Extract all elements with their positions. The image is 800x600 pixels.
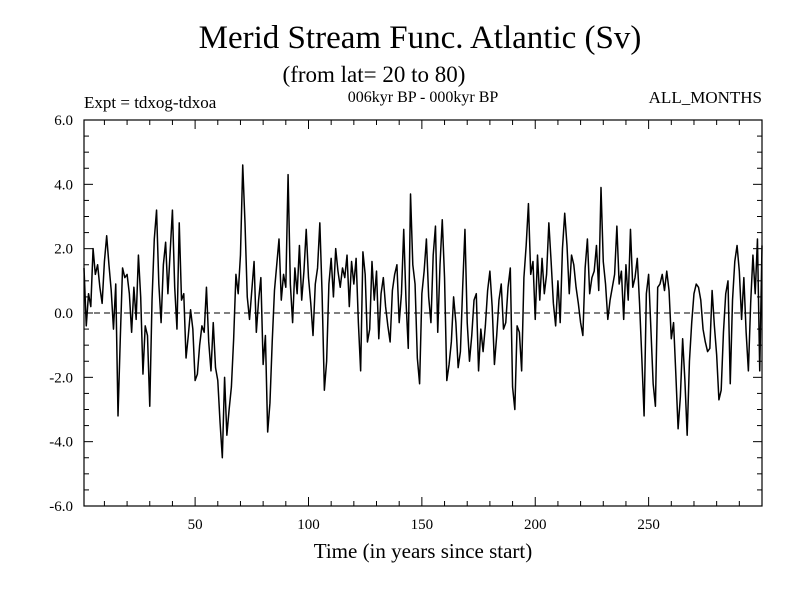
y-tick-label: 2.0 bbox=[54, 242, 73, 258]
chart-title: Merid Stream Func. Atlantic (Sv) bbox=[199, 20, 642, 56]
experiment-label: Expt = tdxog-tdxoa bbox=[84, 93, 217, 112]
y-tick-labels: -6.0 -4.0 -2.0 0.0 2.0 4.0 6.0 bbox=[49, 113, 73, 515]
y-tick-label: -2.0 bbox=[49, 370, 73, 386]
y-tick-label: -6.0 bbox=[49, 499, 73, 515]
x-tick-label: 50 bbox=[188, 517, 203, 533]
months-label: ALL_MONTHS bbox=[649, 88, 762, 107]
y-tick-label: -4.0 bbox=[49, 435, 73, 451]
period-label: 006kyr BP - 000kyr BP bbox=[348, 89, 499, 106]
chart-subtitle: (from lat= 20 to 80) bbox=[283, 62, 466, 87]
x-axis-title: Time (in years since start) bbox=[314, 539, 533, 563]
data-series-line bbox=[83, 164, 763, 459]
x-tick-label: 250 bbox=[637, 517, 660, 533]
x-tick-labels: 50 100 150 200 250 bbox=[188, 517, 660, 533]
y-tick-label: 4.0 bbox=[54, 177, 73, 193]
x-tick-label: 100 bbox=[297, 517, 320, 533]
x-tick-label: 150 bbox=[411, 517, 434, 533]
y-tick-label: 0.0 bbox=[54, 306, 73, 322]
x-tick-label: 200 bbox=[524, 517, 547, 533]
y-tick-label: 6.0 bbox=[54, 113, 73, 129]
